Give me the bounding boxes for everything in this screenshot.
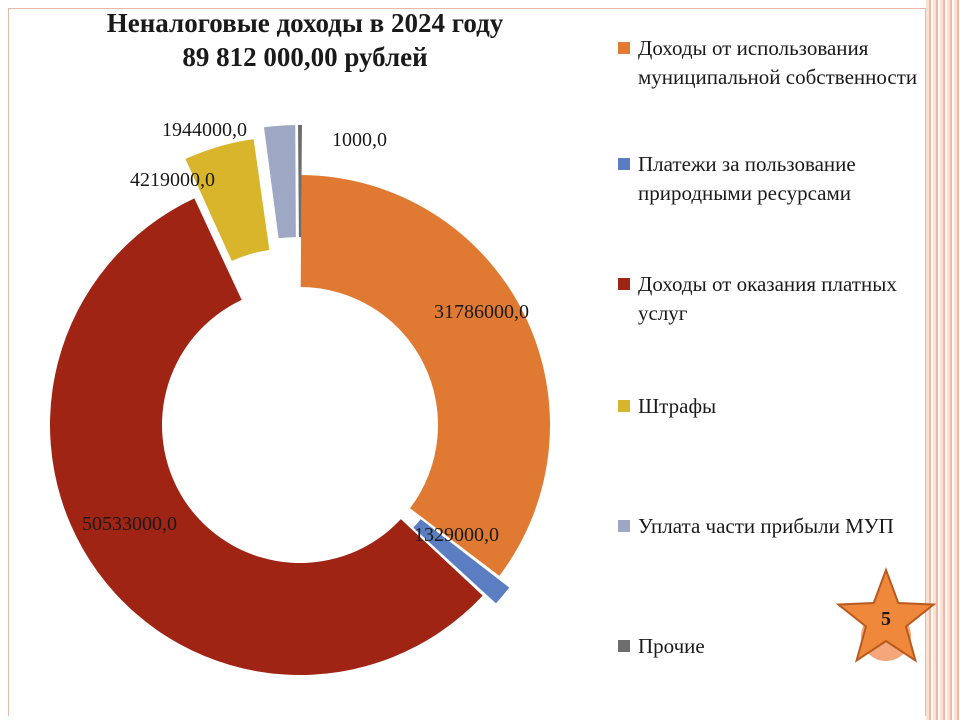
legend-label: Доходы от использования муниципальной со… — [638, 36, 918, 89]
slice-3 — [50, 198, 483, 676]
data-label-2: 1329000,0 — [414, 524, 499, 546]
doughnut-chart: 31786000,0 1329000,0 50533000,0 4219000,0 19… — [50, 119, 550, 676]
chart-title: Неналоговые доходы в 2024 году 89 812 00… — [20, 6, 590, 74]
star-icon — [835, 567, 937, 663]
legend-swatch — [618, 42, 630, 54]
legend-label: Уплата части прибыли МУП — [638, 514, 894, 538]
legend-swatch — [618, 640, 630, 652]
data-label-3: 50533000,0 — [82, 513, 177, 535]
data-label-6: 1000,0 — [332, 129, 387, 151]
legend-swatch — [618, 520, 630, 532]
chart-title-line2: 89 812 000,00 рублей — [182, 42, 428, 72]
legend-label: Прочие — [638, 634, 705, 658]
slice-1 — [300, 175, 550, 576]
page-number: 5 — [881, 608, 891, 630]
legend-label: Доходы от оказания платных услуг — [638, 272, 897, 325]
page-number-badge: 5 — [834, 560, 944, 670]
legend-swatch — [618, 158, 630, 170]
decorative-stripes — [926, 0, 960, 720]
legend-label: Штрафы — [638, 394, 717, 418]
legend-swatch — [618, 400, 630, 412]
slice-4 — [185, 139, 270, 261]
slice-6 — [298, 125, 302, 238]
slice-5 — [263, 125, 296, 239]
data-label-1: 31786000,0 — [434, 301, 529, 323]
data-label-5: 1944000,0 — [162, 119, 247, 141]
slice-2 — [413, 519, 510, 604]
legend-label: Платежи за пользование природными ресурс… — [638, 152, 856, 205]
data-label-4: 4219000,0 — [130, 169, 215, 191]
chart-title-line1: Неналоговые доходы в 2024 году — [106, 8, 504, 38]
legend-swatch — [618, 278, 630, 290]
slide-border — [8, 8, 926, 716]
